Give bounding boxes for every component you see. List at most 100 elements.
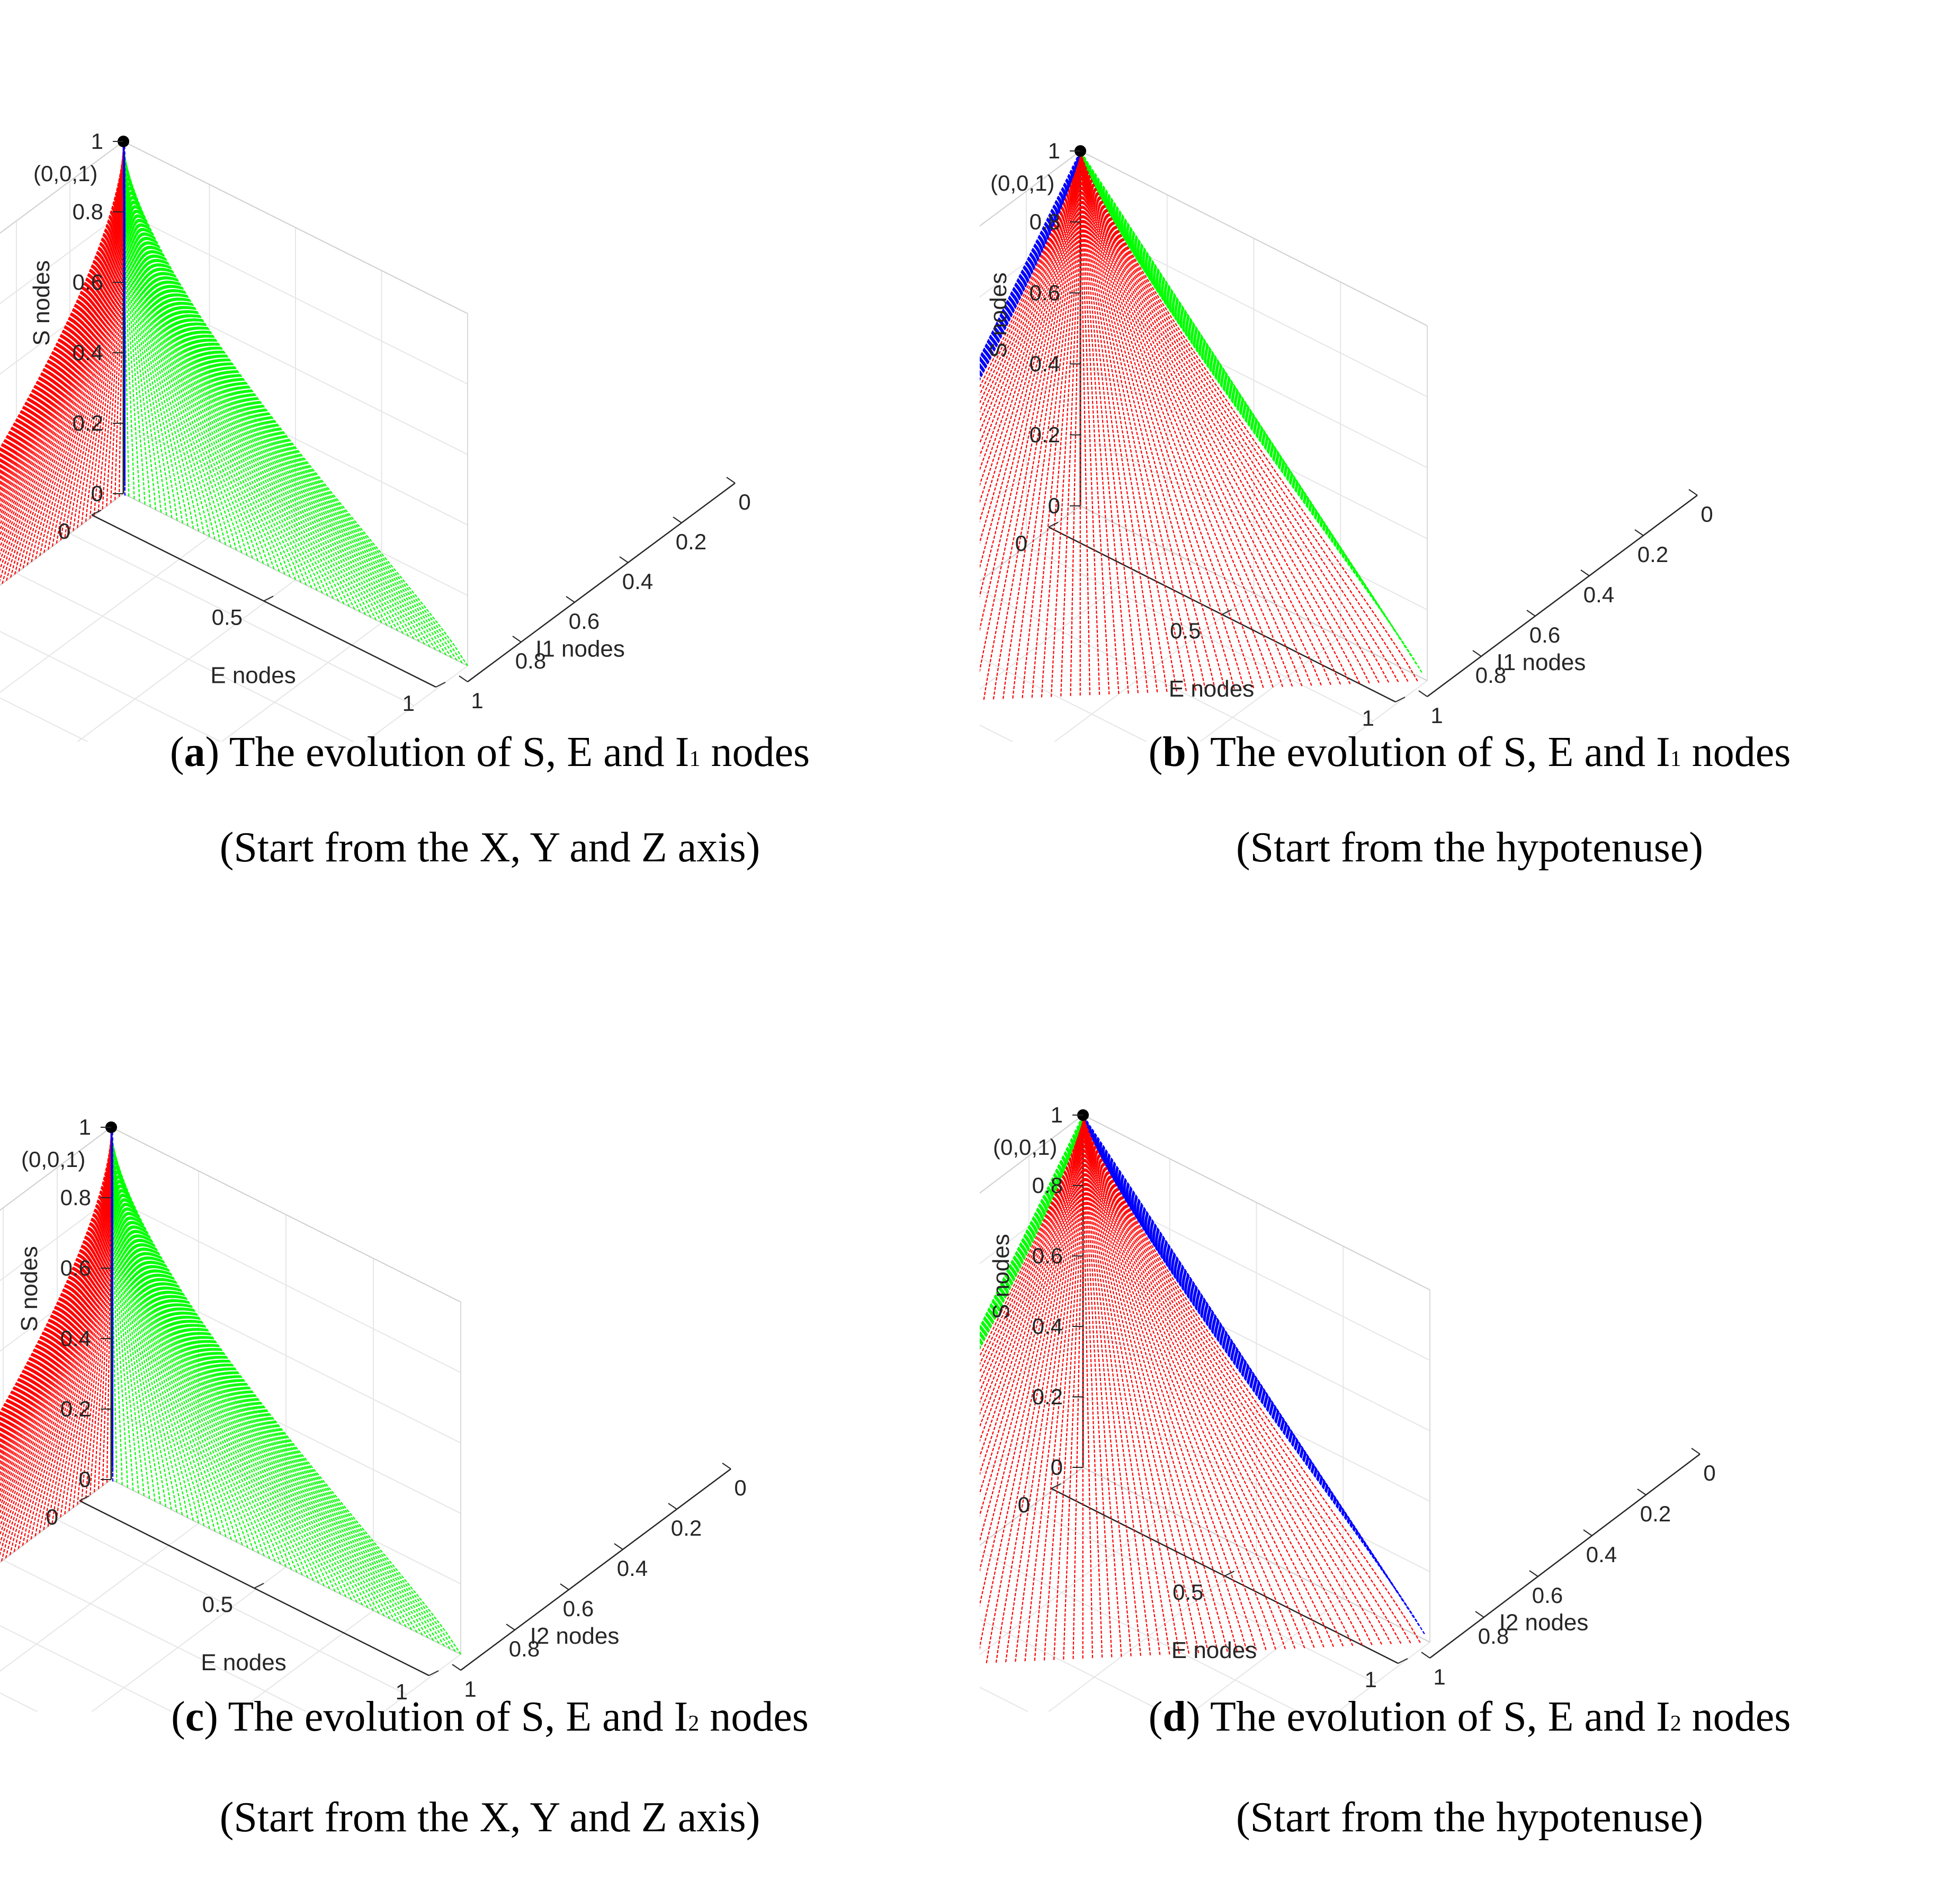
trajectory-line	[1079, 150, 1418, 682]
s-tick-label: 1	[1051, 1102, 1063, 1127]
s-tick-label: 0.8	[1032, 1173, 1063, 1198]
trajectory-line	[0, 141, 124, 521]
gridline	[364, 665, 468, 742]
trajectory-line	[110, 1127, 276, 1562]
gridline	[980, 1326, 1084, 1405]
tick-mark	[1688, 489, 1698, 496]
series-E	[122, 141, 468, 666]
trajectory-line	[122, 141, 436, 651]
s-tick-label: 1	[79, 1115, 91, 1139]
trajectory-line	[1005, 1115, 1084, 1662]
i-tick-label: 1	[1433, 1664, 1445, 1689]
i-axis-label: I1 nodes	[1497, 649, 1586, 675]
trajectory-line	[9, 1127, 112, 1555]
trajectory-line	[1082, 1115, 1248, 1651]
trajectory-line	[1082, 1115, 1180, 1654]
trajectory-line	[122, 141, 270, 567]
trajectory-line	[122, 141, 409, 637]
tick-mark	[668, 1503, 677, 1510]
i-tick-label: 0.2	[676, 529, 706, 554]
caption-text-after: nodes	[1681, 729, 1791, 776]
trajectory-line	[122, 141, 328, 596]
trajectory-line	[1082, 1115, 1373, 1645]
trajectory-line	[1082, 1115, 1103, 1658]
s-tick-label: 0.2	[73, 411, 103, 435]
gridline	[3, 1560, 308, 1712]
e-tick-label: 0	[1018, 1492, 1030, 1517]
trajectory-line	[1082, 1115, 1257, 1651]
axis-edge	[1080, 150, 1428, 326]
trajectory-line	[980, 150, 1081, 433]
s-tick-label: 0.4	[1032, 1314, 1063, 1339]
tick-mark	[1395, 697, 1406, 702]
trajectory-line	[1082, 1115, 1392, 1644]
i-tick-label: 1	[1430, 703, 1443, 728]
i-tick-label: 0.2	[1637, 542, 1668, 567]
i-axis-label: I2 nodes	[1499, 1610, 1589, 1636]
trajectory-line	[1079, 150, 1235, 689]
e-tick-label: 0.5	[202, 1592, 233, 1617]
e-tick-label: 1	[402, 691, 415, 716]
trajectories	[0, 1127, 461, 1655]
gridline	[383, 1654, 461, 1712]
s-tick-label: 0.8	[73, 199, 103, 224]
series-IS	[980, 150, 1081, 381]
trajectory-line	[122, 141, 156, 510]
trajectory-line	[1079, 150, 1120, 694]
gridline	[1337, 1642, 1430, 1712]
s-tick-label: 0	[1048, 493, 1060, 518]
trajectory-line	[1079, 150, 1110, 694]
gridline	[1344, 680, 1428, 742]
trajectory-line	[122, 141, 372, 618]
tick-mark	[1222, 609, 1232, 615]
panel-d: (0,0,1) 0 0.2 0.4 0.6 0.8 1 S nodes 0 0.5 1 E nodes…	[980, 949, 1959, 1897]
e-axis-label: E nodes	[201, 1650, 286, 1676]
i-axis-line	[467, 482, 736, 683]
e-tick-label: 0.5	[212, 605, 243, 630]
trajectory-line	[68, 1127, 112, 1511]
trajectory-line	[122, 141, 232, 548]
trajectory-line	[122, 141, 463, 664]
trajectory-line	[0, 141, 124, 479]
trajectory-line	[110, 1127, 336, 1592]
trajectory-line	[1082, 1115, 1286, 1650]
trajectory-line	[1079, 150, 1090, 696]
trajectory-line	[110, 1127, 445, 1647]
series-S	[122, 141, 126, 496]
s-tick-label: 0.6	[60, 1255, 91, 1280]
s-tick-label: 0.6	[73, 270, 103, 295]
trajectory-line	[980, 150, 1081, 523]
trajectory-line	[1003, 150, 1081, 699]
gridline	[980, 549, 1168, 690]
trajectory-line	[0, 141, 124, 509]
s-axis-ticks: 0 0.2 0.4 0.6 0.8 1	[1032, 1102, 1083, 1480]
trajectory-line	[980, 1115, 1084, 1404]
i-tick-label: 0	[734, 1475, 746, 1500]
trajectory-line	[122, 141, 366, 615]
i-axis-ticks: 0 0.2 0.4 0.6 0.8 1	[452, 1463, 747, 1701]
caption-text: The evolution of S, E and I	[1210, 729, 1670, 776]
gridline	[1080, 434, 1428, 610]
trajectory-line	[1024, 1115, 1084, 1662]
trajectory-line	[1082, 1115, 1296, 1649]
trajectory-line	[980, 1115, 1084, 1495]
i-tick-label: 0.8	[1475, 663, 1506, 688]
axis-edge	[980, 1467, 1084, 1546]
trajectory-line	[0, 1127, 112, 1536]
gridline	[980, 292, 1081, 369]
trajectory-line	[1063, 1115, 1084, 1660]
gridline	[1080, 292, 1428, 468]
trajectory-line	[980, 150, 1081, 423]
e-axis-label: E nodes	[1169, 676, 1254, 702]
gridline	[16, 573, 355, 742]
caption-letter: a	[184, 729, 205, 776]
trajectory-line	[1034, 1115, 1084, 1661]
trajectory-line	[110, 1127, 161, 1504]
caption-letter: b	[1162, 729, 1186, 776]
s-tick-label: 0.8	[60, 1185, 91, 1210]
i-tick-label: 0.6	[1532, 1583, 1563, 1608]
trajectory-line	[980, 1115, 1084, 1607]
trajectory-line	[1082, 1115, 1382, 1645]
gridline	[1048, 1554, 1257, 1712]
trajectory-line	[110, 1127, 177, 1513]
